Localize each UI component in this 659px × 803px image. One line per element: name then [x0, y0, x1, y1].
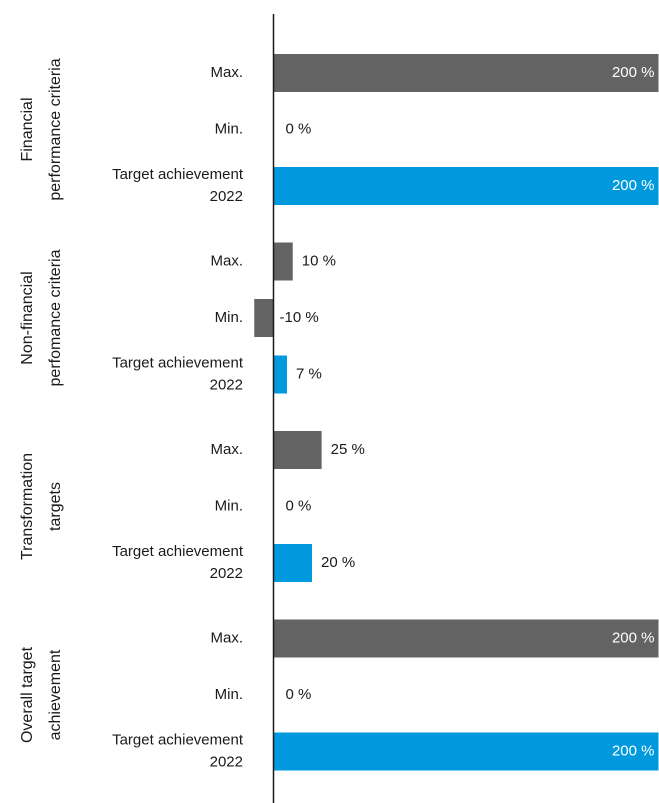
- category-label: Min.: [215, 120, 243, 137]
- bar-achievement: [273, 544, 312, 582]
- bar-max: [273, 619, 659, 658]
- bar-min: [254, 299, 274, 337]
- value-label: 0 %: [286, 120, 312, 137]
- category-label: Target achievement: [112, 731, 244, 748]
- group-label-line: performance criteria: [47, 58, 64, 200]
- value-label: 200 %: [612, 629, 655, 646]
- bar-achievement: [273, 732, 659, 771]
- value-label: 7 %: [296, 365, 322, 382]
- value-label: 200 %: [612, 177, 655, 194]
- value-label: 25 %: [331, 441, 365, 458]
- category-labels: Max. Min. Target achievement 2022 Max. Min. Ta…: [112, 64, 244, 771]
- category-label: Target achievement: [112, 543, 244, 560]
- category-label: 2022: [210, 565, 243, 582]
- value-labels: 200 % 0 % 200 % 10 % -10 % 7 % 25 % 0 % 20 % 200 …: [280, 64, 655, 760]
- category-label: 2022: [210, 753, 243, 770]
- bar-achievement: [273, 355, 287, 394]
- bar-max: [273, 242, 293, 281]
- value-label: 0 %: [286, 686, 312, 703]
- category-label: Max.: [210, 64, 243, 81]
- group-label-line: achievement: [47, 649, 64, 740]
- value-label: 0 %: [286, 497, 312, 514]
- category-label: Max.: [210, 252, 243, 269]
- value-label: -10 %: [280, 309, 319, 326]
- category-label: Target achievement: [112, 166, 244, 183]
- category-label: Min.: [215, 309, 243, 326]
- bar-achievement: [273, 167, 659, 205]
- bar-max: [273, 431, 322, 469]
- category-label: 2022: [210, 376, 243, 393]
- bar-max: [273, 54, 659, 92]
- group-label-line: perfomance criteria: [47, 249, 64, 386]
- category-label: Target achievement: [112, 354, 244, 371]
- category-label: Min.: [215, 686, 243, 703]
- value-label: 200 %: [612, 64, 655, 81]
- category-label: Min.: [215, 497, 243, 514]
- group-label-line: Overall target: [19, 646, 36, 743]
- value-label: 200 %: [612, 742, 655, 759]
- category-label: Max.: [210, 441, 243, 458]
- value-label: 10 %: [302, 252, 336, 269]
- bars: [254, 54, 659, 771]
- group-labels: Financial performance criteria Non-financi…: [19, 58, 64, 743]
- category-label: Max.: [210, 629, 243, 646]
- group-label-line: targets: [47, 482, 64, 531]
- category-label: 2022: [210, 188, 243, 205]
- group-label-line: Non-financial: [19, 271, 36, 364]
- group-label-line: Financial: [19, 97, 36, 161]
- value-label: 20 %: [321, 554, 355, 571]
- group-label-line: Transformation: [19, 453, 36, 560]
